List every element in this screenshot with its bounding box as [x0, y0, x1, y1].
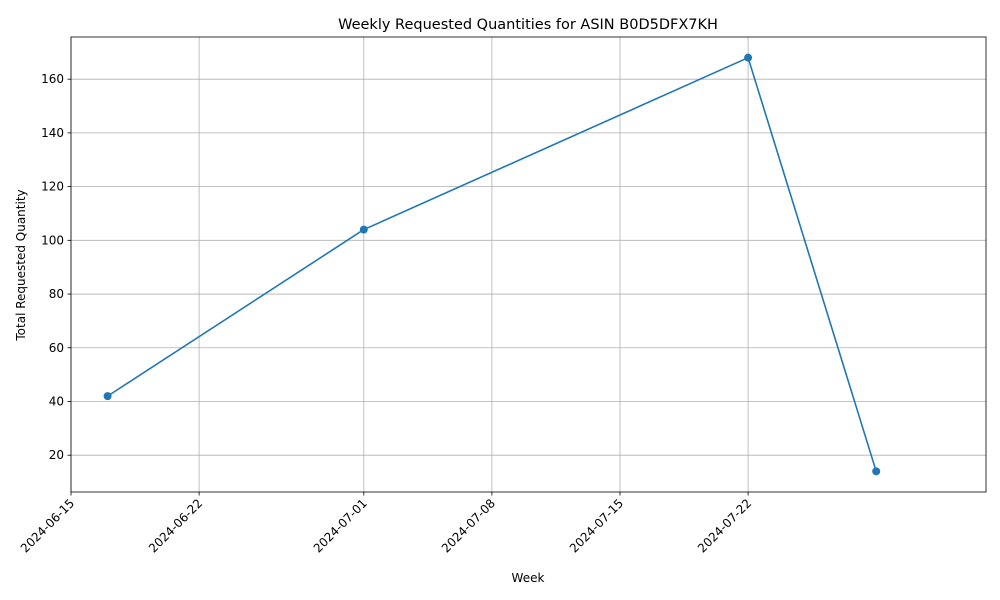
y-tick-label: 80 — [49, 287, 64, 301]
grid — [70, 37, 986, 492]
y-tick-label: 60 — [49, 341, 64, 355]
series-line — [106, 56, 878, 473]
data-point — [744, 53, 753, 62]
y-tick-label: 140 — [41, 126, 64, 140]
y-tick-label: 120 — [41, 180, 64, 194]
data-point — [103, 392, 112, 401]
y-axis-label: Total Requested Quantity — [14, 189, 28, 341]
series-line-group — [103, 53, 881, 476]
data-point — [359, 225, 368, 234]
y-tick-label: 100 — [41, 233, 64, 247]
chart-title: Weekly Requested Quantities for ASIN B0D… — [338, 17, 718, 33]
y-tick-label: 160 — [41, 72, 64, 86]
y-tick-label: 40 — [49, 394, 64, 408]
data-point — [872, 467, 881, 476]
x-axis-label: Week — [512, 571, 545, 585]
plot-frame — [70, 36, 987, 493]
y-axis-ticks: 20 40 60 80 100 120 140 160 — [41, 72, 71, 462]
y-tick-label: 20 — [49, 448, 64, 462]
